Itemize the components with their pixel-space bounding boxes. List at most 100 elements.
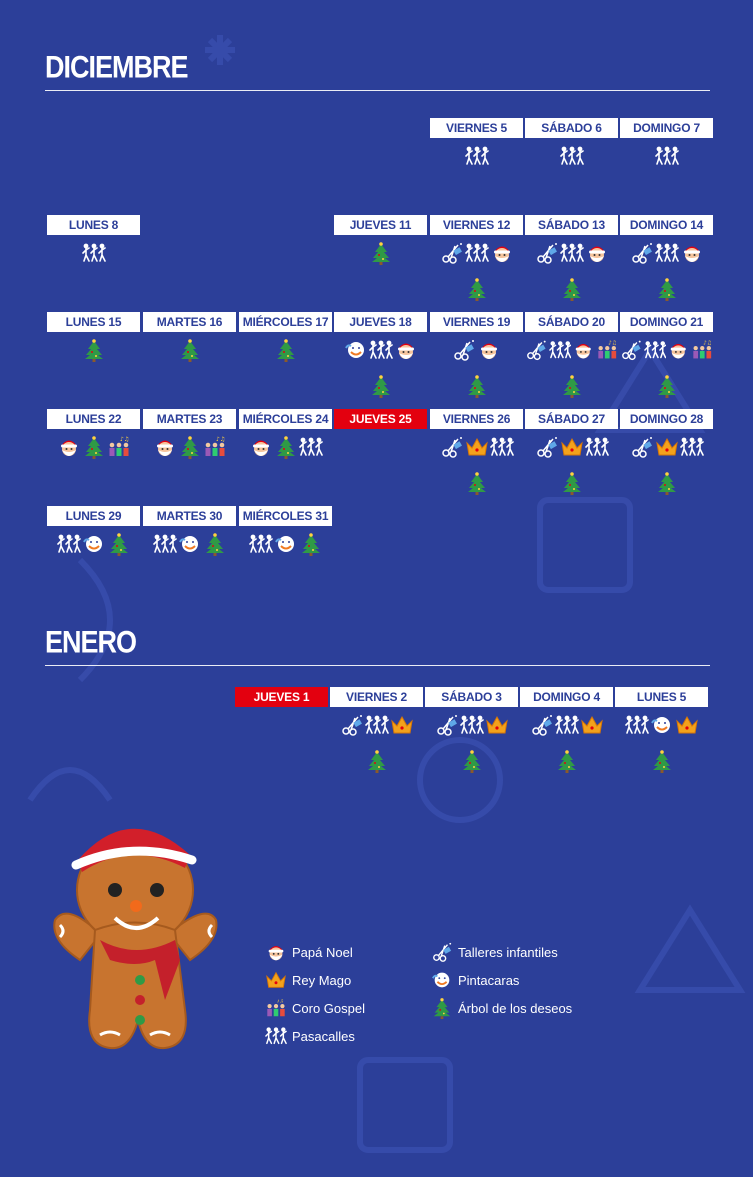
icon-row [143,435,236,459]
icon-row [430,338,523,362]
day-label: LUNES 8 [47,215,140,235]
icon-row [430,471,523,495]
activity-icon [153,435,177,459]
activity-icon [560,471,584,495]
divider [45,90,710,91]
icon-row [620,374,713,398]
day-label: MARTES 23 [143,409,236,429]
activity-icon [560,144,584,168]
icon-row [520,749,613,773]
legend-item: Coro Gospel [265,997,365,1019]
activity-icon [655,374,679,398]
day-label: VIERNES 2 [330,687,423,707]
month-title: ENERO [45,625,137,660]
day: MARTES 16 [143,312,236,362]
icon-row [620,241,713,265]
legend-label: Árbol de los deseos [458,1000,573,1016]
activity-icon [274,435,298,459]
activity-icon [203,532,227,556]
activity-icon [655,277,679,301]
day-label: DOMINGO 28 [620,409,713,429]
activity-icon [630,241,654,265]
day-label: LUNES 15 [47,312,140,332]
activity-icon [630,435,654,459]
day: MARTES 23 [143,409,236,459]
day-label: JUEVES 25 [334,409,427,429]
day-label: MIÉRCOLES 24 [239,409,332,429]
day-label: DOMINGO 14 [620,215,713,235]
day: SÁBADO 13 [525,215,618,301]
activity-icon [249,435,273,459]
activity-icon [369,241,393,265]
icon-row [430,277,523,301]
day: DOMINGO 14 [620,215,713,301]
day-label: DOMINGO 7 [620,118,713,138]
activity-icon [431,997,453,1019]
day-label: VIERNES 19 [430,312,523,332]
legend-label: Talleres infantiles [458,944,558,960]
day-label: LUNES 5 [615,687,708,707]
activity-icon [57,532,81,556]
day-label: LUNES 29 [47,506,140,526]
activity-icon [620,338,643,362]
icon-row [143,338,236,362]
activity-icon [274,338,298,362]
day-label: SÁBADO 6 [525,118,618,138]
activity-icon [477,338,501,362]
activity-icon [107,435,131,459]
activity-icon [82,241,106,265]
icon-row [615,749,708,773]
activity-icon [644,338,667,362]
icon-row [143,532,236,556]
day: MARTES 30 [143,506,236,556]
activity-icon [585,241,609,265]
activity-icon [555,713,579,737]
activity-icon [460,713,484,737]
activity-icon [465,471,489,495]
activity-icon [274,532,298,556]
day: DOMINGO 4 [520,687,613,773]
day-label: VIERNES 5 [430,118,523,138]
legend-item: Pintacaras [431,969,519,991]
icon-row [620,144,713,168]
activity-icon [57,435,81,459]
activity-icon [655,471,679,495]
day: VIERNES 19 [430,312,523,398]
gingerbread-illustration [53,828,218,1050]
activity-icon [465,241,489,265]
activity-icon [585,435,609,459]
day: JUEVES 11 [334,215,427,265]
day: SÁBADO 20 [525,312,618,398]
icon-row [520,713,613,737]
activity-icon [655,144,679,168]
day: SÁBADO 6 [525,118,618,168]
divider [45,665,710,666]
day: LUNES 5 [615,687,708,773]
legend-label: Papá Noel [292,944,353,960]
legend-item: Árbol de los deseos [431,997,572,1019]
icon-row [47,338,140,362]
legend-item: Papá Noel [265,941,353,963]
legend-item: Talleres infantiles [431,941,558,963]
day-label: MIÉRCOLES 31 [239,506,332,526]
day: LUNES 22 [47,409,140,459]
activity-icon [560,435,584,459]
activity-icon [369,374,393,398]
activity-icon [265,941,287,963]
day-label: MARTES 16 [143,312,236,332]
legend-label: Pintacaras [458,972,520,988]
icon-row [525,435,618,459]
activity-icon [460,749,484,773]
activity-icon [555,749,579,773]
activity-icon [625,713,649,737]
icon-row [334,241,427,265]
activity-icon [394,338,418,362]
activity-icon [107,532,131,556]
activity-icon [680,241,704,265]
icon-row [525,471,618,495]
activity-icon [465,277,489,301]
activity-icon [560,374,584,398]
icon-row [47,435,140,459]
day-label: JUEVES 11 [334,215,427,235]
